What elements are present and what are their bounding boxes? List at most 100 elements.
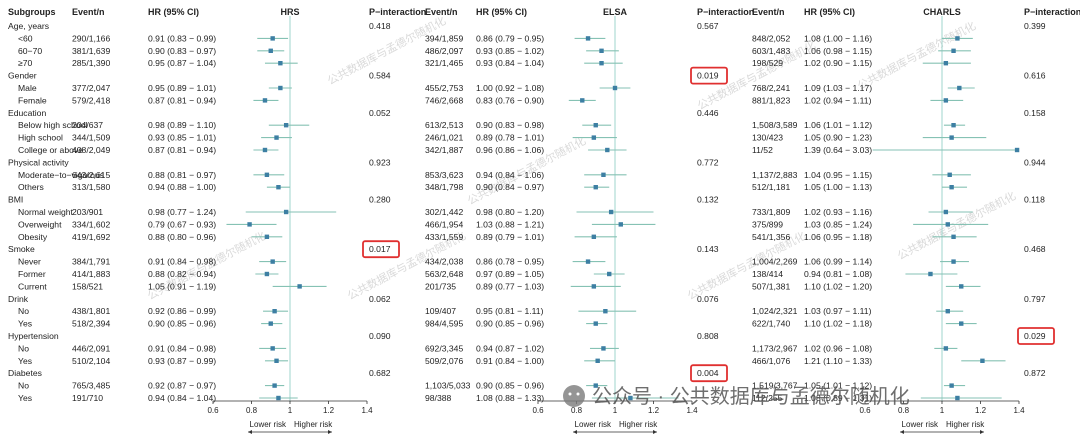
event-count: 1,024/2,321 [752, 306, 798, 316]
group-header-label: Education [8, 108, 46, 118]
hr-ci-text: 1.02 (0.93 − 1.16) [804, 207, 872, 217]
hr-point [593, 383, 598, 388]
lower-risk-label: Lower risk [575, 420, 612, 429]
hr-ci-text: 0.91 (0.84 − 0.98) [148, 343, 216, 353]
event-count: 466/1,076 [752, 356, 790, 366]
wechat-eye-icon [576, 392, 580, 396]
hr-ci-text: 0.90 (0.85 − 0.96) [476, 381, 544, 391]
higher-risk-label: Higher risk [946, 420, 985, 429]
hr-ci-text: 0.88 (0.80 − 0.96) [148, 232, 216, 242]
hr-ci-text: 1.03 (0.88 − 1.21) [476, 219, 544, 229]
event-count: 1,103/5,033 [425, 381, 471, 391]
p-interaction-value: 0.797 [1024, 294, 1046, 304]
p-interaction-value: 0.280 [369, 195, 391, 205]
hr-point [585, 259, 591, 264]
subgroup-label: High school [18, 133, 63, 143]
forest-panels: Event/n HR (95% CI) HRS P−interaction 0.418 2… [72, 7, 1080, 434]
hr-ci-text: 0.91 (0.83 − 0.99) [148, 33, 216, 43]
p-interaction-header: P−interaction [697, 7, 754, 17]
x-tick-label: 1.4 [686, 406, 698, 415]
x-tick-label: 1.4 [361, 406, 373, 415]
hr-point [607, 271, 612, 277]
watermark: 公众号 · 公共数据库与孟德尔随机化 [563, 385, 910, 408]
hr-ci-text: 0.87 (0.81 − 0.94) [148, 95, 216, 105]
x-tick-label: 1.4 [1013, 406, 1025, 415]
group-header-label: Hypertension [8, 331, 59, 341]
event-count: 375/899 [752, 219, 783, 229]
hr-point [599, 48, 604, 53]
hr-point [949, 135, 954, 140]
event-header: Event/n [72, 7, 105, 17]
hr-point [951, 234, 956, 239]
p-interaction-value: 0.118 [1024, 195, 1045, 205]
event-count: 768/2,241 [752, 83, 790, 93]
event-count: 746/2,668 [425, 95, 463, 105]
event-count: 613/2,513 [425, 120, 463, 130]
subgroup-label: Female [18, 95, 47, 105]
event-count: 881/1,823 [752, 95, 790, 105]
hr-point [276, 185, 281, 190]
p-interaction-value: 0.399 [1024, 21, 1046, 31]
hr-point [980, 358, 985, 363]
hr-ci-text: 1.08 (0.88 − 1.33) [476, 393, 544, 403]
event-count: 541/1,356 [752, 232, 790, 242]
event-count: 509/2,076 [425, 356, 463, 366]
subgroup-labels: Subgroups Age, years <60 60−70 ≥70 Gender Male… [8, 7, 104, 403]
event-count: 510/2,104 [72, 356, 110, 366]
hr-point [612, 85, 618, 91]
event-count: 344/1,509 [72, 133, 110, 143]
event-count: 603/1,483 [752, 46, 790, 56]
forest-panel-elsa: Event/n HR (95% CI) ELSA P−interaction 0.567… [425, 7, 754, 434]
higher-risk-label: Higher risk [294, 420, 333, 429]
p-interaction-value: 0.017 [369, 244, 391, 254]
p-interaction-value: 0.019 [697, 71, 719, 81]
hr-ci-text: 1.02 (0.90 − 1.15) [804, 58, 872, 68]
hr-point [605, 147, 610, 153]
hr-ci-text: 0.87 (0.81 − 0.94) [148, 145, 216, 155]
hr-ci-text: 1.08 (1.00 − 1.16) [804, 33, 872, 43]
hr-point [264, 234, 270, 239]
hr-ci-text: 0.98 (0.89 − 1.10) [148, 120, 216, 130]
hr-ci-text: 1.06 (0.99 − 1.14) [804, 257, 872, 267]
group-header-label: Physical activity [8, 157, 69, 167]
subgroup-label: Normal weight [18, 207, 74, 217]
event-count: 204/637 [72, 120, 103, 130]
hr-ci-text: 0.94 (0.81 − 1.08) [804, 269, 872, 279]
hr-ci-text: 0.90 (0.83 − 0.97) [148, 46, 216, 56]
hr-point [274, 135, 279, 140]
event-count: 438/1,801 [72, 306, 110, 316]
event-count: 191/710 [72, 393, 103, 403]
event-count: 302/1,442 [425, 207, 463, 217]
significance-highlight-box [690, 66, 728, 85]
group-header-label: Drink [8, 294, 29, 304]
hr-point [264, 271, 270, 277]
p-interaction-header: P−interaction [1024, 7, 1080, 17]
hr-ci-text: 1.06 (0.98 − 1.15) [804, 46, 872, 56]
hr-point [278, 61, 283, 66]
event-count: 246/1,021 [425, 133, 463, 143]
event-count: 414/1,883 [72, 269, 110, 279]
subgroup-label: <60 [18, 33, 33, 43]
hr-point [585, 36, 591, 41]
event-count: 201/735 [425, 281, 456, 291]
subgroup-label: ≥70 [18, 58, 32, 68]
watermark-text: 公众号 · 公共数据库与孟德尔随机化 [592, 385, 910, 408]
p-interaction-header: P−interaction [369, 7, 426, 17]
x-tick-label: 0.6 [532, 406, 544, 415]
hr-point [928, 271, 933, 277]
event-count: 1,004/2,269 [752, 257, 798, 267]
hr-point [957, 85, 962, 91]
hr-ci-text: 0.94 (0.84 − 1.06) [476, 170, 544, 180]
p-interaction-value: 0.584 [369, 71, 391, 81]
event-count: 285/1,390 [72, 58, 110, 68]
hr-ci-text: 1.03 (0.85 − 1.24) [804, 219, 872, 229]
event-count: 384/1,791 [72, 257, 110, 267]
hr-ci-text: 0.86 (0.79 − 0.95) [476, 33, 544, 43]
hr-point [283, 123, 289, 128]
hr-ci-text: 0.90 (0.85 − 0.96) [476, 319, 544, 329]
hr-point [599, 61, 604, 66]
event-count: 643/2,615 [72, 170, 110, 180]
p-interaction-value: 0.004 [697, 368, 719, 378]
event-count: 853/3,623 [425, 170, 463, 180]
hr-point [949, 185, 954, 190]
